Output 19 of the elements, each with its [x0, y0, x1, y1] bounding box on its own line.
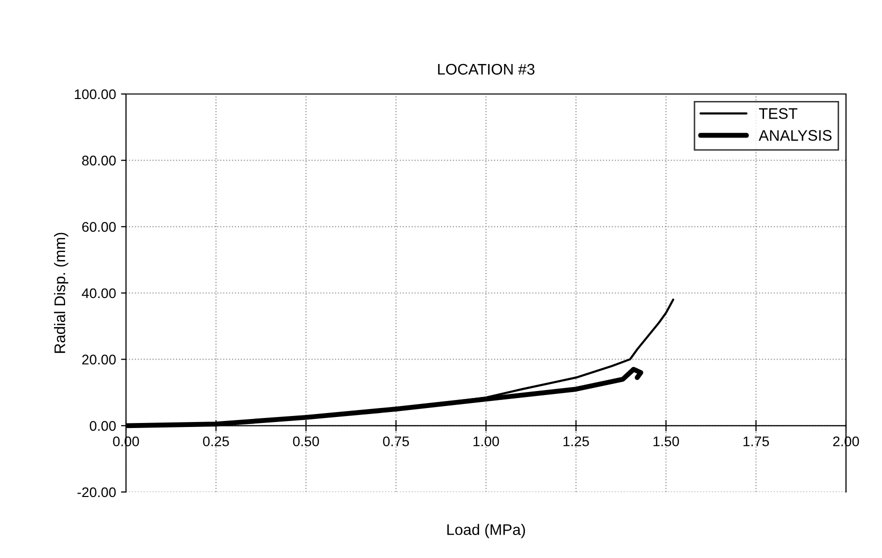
- x-tick-label: 1.00: [474, 436, 499, 446]
- chart-title: LOCATION #3: [438, 64, 534, 75]
- y-tick-label: -20.00: [78, 487, 116, 498]
- legend-label: ANALYSIS: [758, 130, 832, 141]
- x-axis-title: Load (MPa): [447, 524, 525, 538]
- y-tick-label: 20.00: [82, 354, 116, 365]
- x-tick-label: 0.50: [293, 436, 319, 446]
- x-tick-label: 0.25: [203, 436, 229, 446]
- x-tick-label: 1.50: [654, 436, 679, 446]
- y-tick-label: 40.00: [82, 288, 116, 298]
- legend-label: TEST: [758, 108, 798, 119]
- y-axis-title: Radial Disp. (mm): [54, 232, 68, 353]
- x-tick-label: 1.75: [744, 436, 769, 446]
- y-tick-label: 60.00: [82, 222, 116, 232]
- x-tick-label: 0.75: [383, 436, 409, 446]
- y-tick-label: 100.00: [74, 89, 116, 100]
- y-tick-label: 0.00: [90, 421, 116, 431]
- x-tick-label: 1.25: [564, 436, 589, 446]
- y-tick-label: 80.00: [82, 156, 116, 166]
